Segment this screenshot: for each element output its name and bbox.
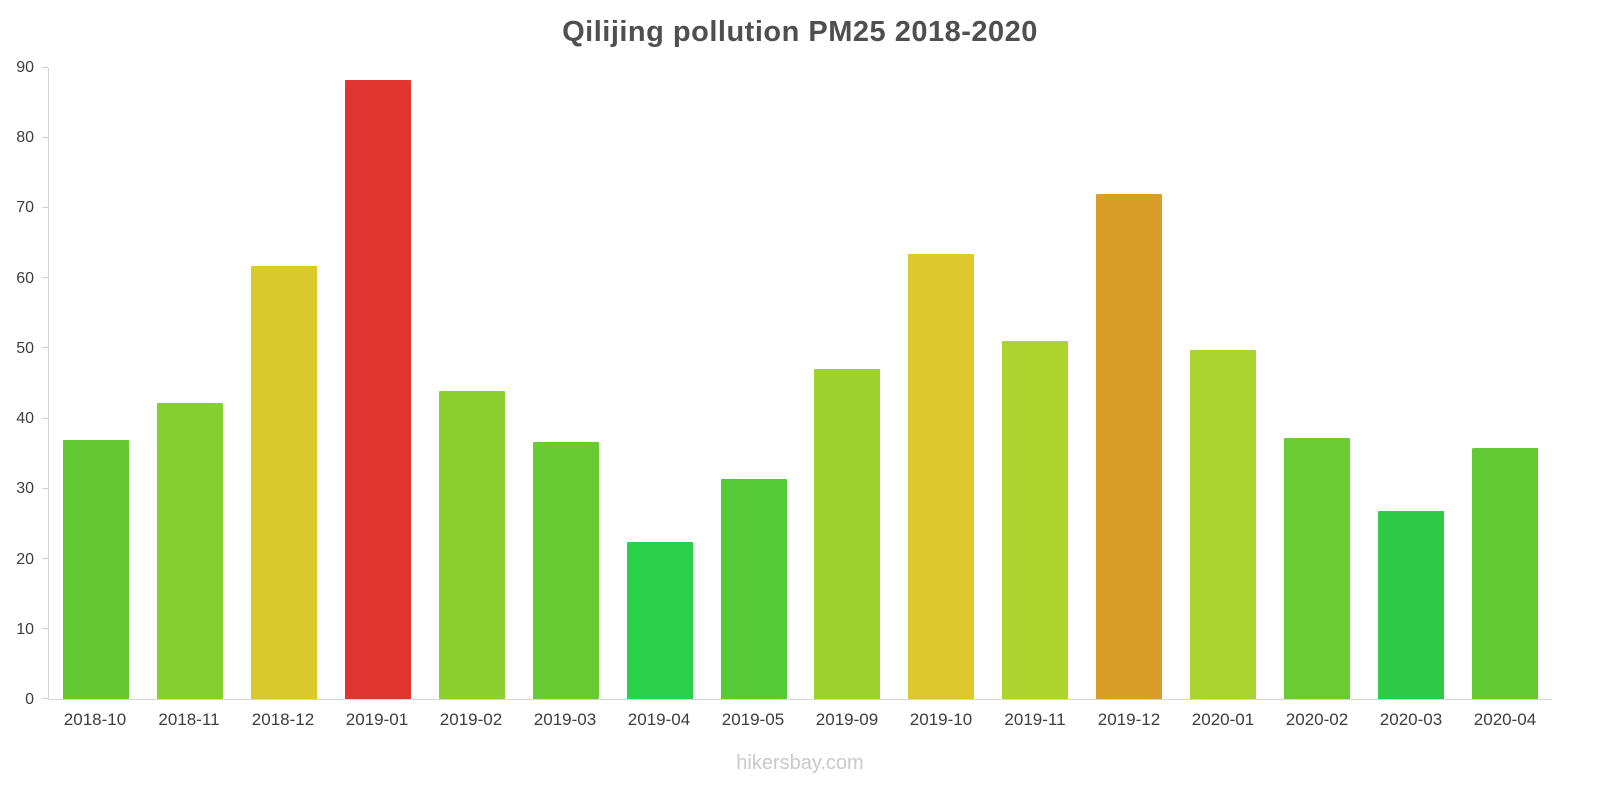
x-axis-label: 2020-03: [1379, 710, 1443, 729]
y-axis-tick-label: 70: [16, 199, 34, 217]
x-axis-label: 2019-09: [815, 710, 879, 729]
bar-slot: [519, 68, 613, 699]
x-axis-label: 2019-05: [721, 710, 785, 729]
x-axis-label: 2020-04: [1473, 710, 1537, 729]
bar-slot: [1082, 68, 1176, 699]
bar-slot: [1458, 68, 1552, 699]
bar-2020-03[interactable]: [1378, 511, 1445, 699]
y-axis-tick-mark: [42, 627, 48, 629]
bar-2019-05[interactable]: [720, 478, 787, 699]
x-axis-label: 2018-10: [63, 710, 127, 729]
y-axis-tick-label: 60: [16, 269, 34, 287]
bar-2019-01[interactable]: [344, 79, 411, 699]
y-axis-tick-label: 10: [16, 620, 34, 638]
x-axis-label: 2018-12: [251, 710, 315, 729]
bar-2019-04[interactable]: [626, 541, 693, 699]
bars-container: [49, 68, 1552, 699]
bar-2018-10[interactable]: [62, 439, 129, 699]
x-axis-label: 2019-12: [1097, 710, 1161, 729]
bar-slot: [707, 68, 801, 699]
y-axis-tick-label: 90: [16, 59, 34, 76]
y-axis-tick-mark: [42, 698, 48, 699]
y-axis-tick-label: 80: [16, 129, 34, 147]
bar-2019-09[interactable]: [814, 369, 881, 699]
bar-slot: [801, 68, 895, 699]
y-axis-tick-label: 40: [16, 410, 34, 428]
bar-2020-02[interactable]: [1284, 437, 1351, 699]
y-axis-tick-label: 0: [25, 691, 34, 708]
x-axis-label: 2019-03: [533, 710, 597, 729]
bar-2019-03[interactable]: [532, 442, 599, 699]
bar-slot: [331, 68, 425, 699]
y-axis-tick-mark: [42, 277, 48, 279]
y-axis-tick-mark: [42, 417, 48, 419]
bar-slot: [613, 68, 707, 699]
bar-2019-11[interactable]: [1002, 341, 1069, 699]
x-axis-label: 2019-11: [1004, 710, 1066, 729]
y-axis-tick-mark: [42, 207, 48, 209]
bar-slot: [49, 68, 143, 699]
y-axis-tick-mark: [42, 487, 48, 489]
x-axis-label: 2018-11: [158, 710, 220, 729]
y-axis-tick-mark: [42, 137, 48, 139]
bar-2019-02[interactable]: [438, 390, 505, 699]
x-axis-label: 2019-10: [909, 710, 973, 729]
x-axis-label: 2019-01: [345, 710, 409, 729]
bar-2019-10[interactable]: [908, 253, 975, 699]
y-axis-tick-mark: [42, 67, 48, 68]
y-axis: 0 10 20 30 40 50 60 70 80 90: [0, 60, 42, 708]
bar-slot: [143, 68, 237, 699]
chart-title: Qilijing pollution PM25 2018-2020: [562, 16, 1038, 48]
footer-watermark: hikersbay.com: [736, 752, 864, 774]
bar-2020-04[interactable]: [1472, 448, 1539, 699]
bar-slot: [237, 68, 331, 699]
bar-slot: [894, 68, 988, 699]
y-axis-tick-label: 30: [16, 480, 34, 498]
y-axis-tick-label: 50: [16, 339, 34, 357]
y-axis-tick-label: 20: [16, 550, 34, 568]
bar-2018-11[interactable]: [156, 403, 223, 699]
bar-slot: [425, 68, 519, 699]
x-axis-label: 2019-02: [439, 710, 503, 729]
plot-area: [42, 67, 1552, 700]
bar-2020-01[interactable]: [1190, 349, 1257, 699]
bar-2018-12[interactable]: [250, 265, 317, 699]
y-axis-tick-mark: [42, 557, 48, 559]
bar-slot: [1176, 68, 1270, 699]
bar-2019-12[interactable]: [1096, 194, 1163, 699]
bar-slot: [988, 68, 1082, 699]
x-axis-labels: 2018-10 2018-11 2018-12 2019-01 2019-02 2019-…: [48, 710, 1552, 730]
x-axis-label: 2020-02: [1285, 710, 1349, 729]
bar-slot: [1364, 68, 1458, 699]
bar-slot: [1270, 68, 1364, 699]
y-axis-tick-mark: [42, 347, 48, 349]
x-axis-label: 2019-04: [627, 710, 691, 729]
x-axis-label: 2020-01: [1191, 710, 1255, 729]
